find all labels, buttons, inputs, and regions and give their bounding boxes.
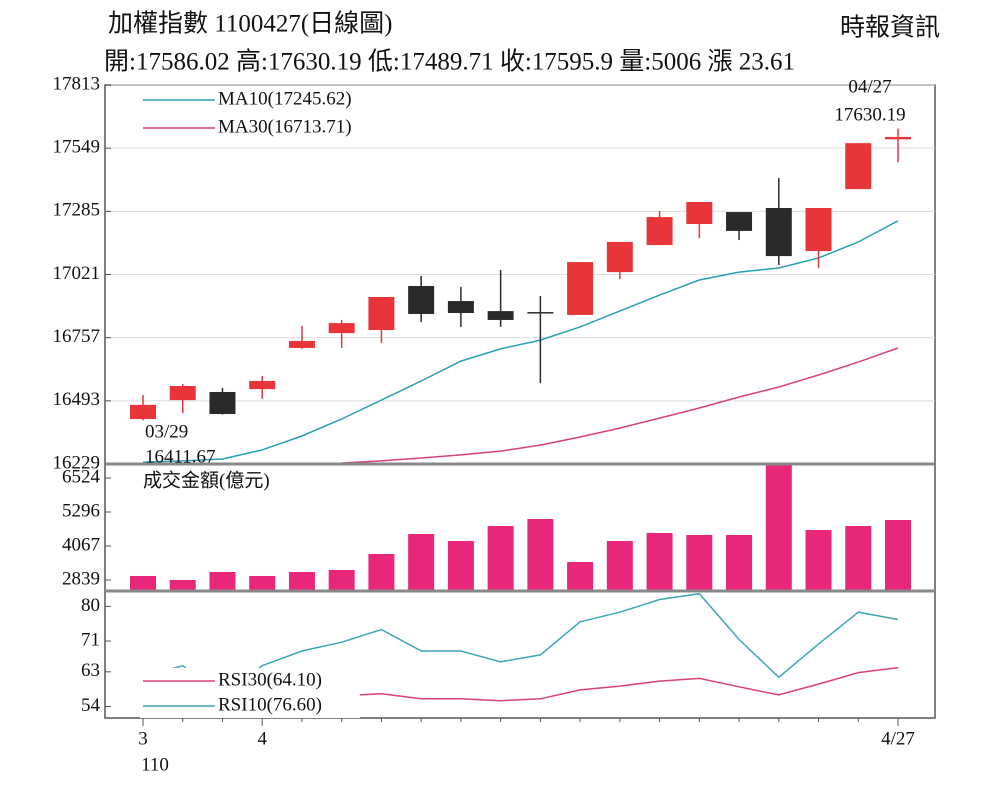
source: 時報資訊 [840, 14, 940, 42]
legend-label: MA10(17245.62) [218, 88, 352, 109]
y-tick-label: 17285 [53, 200, 101, 221]
y-tick-label: 17021 [53, 263, 101, 284]
series-line [142, 220, 899, 463]
candle-body [130, 404, 156, 420]
legend-label: RSI30(64.10) [218, 669, 322, 690]
annotation: 16411.67 [145, 446, 216, 467]
y-tick-label: 63 [81, 660, 100, 681]
candle-body [328, 323, 355, 334]
annotation: 04/27 [848, 76, 891, 97]
bar [646, 533, 673, 591]
annotation: 03/29 [145, 421, 188, 442]
candle-body [288, 341, 315, 348]
bar [447, 541, 474, 591]
bar [567, 561, 594, 591]
series-line [341, 347, 899, 464]
y-tick-label: 80 [81, 595, 100, 616]
candle-body [805, 207, 832, 252]
bar [328, 569, 355, 591]
x-year-label: 110 [141, 754, 169, 775]
bar [805, 529, 832, 591]
y-tick-label: 6524 [62, 466, 101, 487]
y-tick-label: 2839 [62, 568, 100, 589]
candle-body [845, 143, 872, 190]
legend-label: MA30(16713.71) [218, 116, 352, 137]
y-tick-label: 5296 [62, 500, 100, 521]
candle-body [169, 385, 196, 401]
bar [288, 572, 315, 591]
candle-body [726, 212, 753, 231]
candle-body [567, 262, 594, 315]
bar [169, 580, 196, 591]
bar [885, 520, 911, 591]
y-tick-label: 54 [81, 695, 101, 716]
candle-body [408, 285, 435, 314]
y-tick-label: 4067 [62, 534, 100, 555]
legend-label: RSI10(76.60) [218, 694, 322, 715]
candle-body [885, 136, 911, 140]
bar [209, 572, 236, 591]
series-line [142, 592, 899, 698]
bar [368, 553, 395, 591]
y-tick-label: 16493 [53, 389, 101, 410]
legend-box [140, 668, 360, 718]
bar [726, 535, 753, 591]
chart-title: 加權指數 1100427(日線圖) [108, 10, 392, 38]
y-tick-label: 16757 [53, 326, 101, 347]
candle-body [249, 380, 276, 390]
candle-body [686, 202, 713, 225]
bar [249, 575, 276, 591]
candle-body [765, 207, 792, 257]
y-tick-label: 17813 [53, 73, 101, 94]
y-tick-label: 16229 [53, 452, 101, 473]
panel-label: 成交金額(億元) [143, 469, 270, 491]
info-line: 開:17586.02 高:17630.19 低:17489.71 收:17595… [104, 48, 795, 76]
x-tick-label: 4 [257, 728, 267, 749]
bar [765, 464, 792, 591]
candle-body [368, 296, 395, 331]
candle-body [527, 312, 554, 314]
annotation: 17630.19 [834, 104, 905, 125]
y-tick-label: 71 [81, 629, 100, 650]
bar [686, 535, 713, 591]
bar [130, 575, 156, 591]
candle-body [209, 391, 236, 414]
bar [845, 526, 872, 591]
bar [487, 526, 514, 591]
candle-body [447, 301, 474, 314]
y-tick-label: 17549 [53, 137, 101, 158]
candle-body [606, 241, 633, 273]
bar [408, 534, 435, 591]
candle-body [487, 311, 514, 320]
x-tick-label: 4/27 [881, 728, 915, 749]
x-tick-label: 3 [138, 728, 148, 749]
bar [606, 541, 633, 591]
candle-body [646, 217, 673, 246]
bar [527, 519, 554, 591]
